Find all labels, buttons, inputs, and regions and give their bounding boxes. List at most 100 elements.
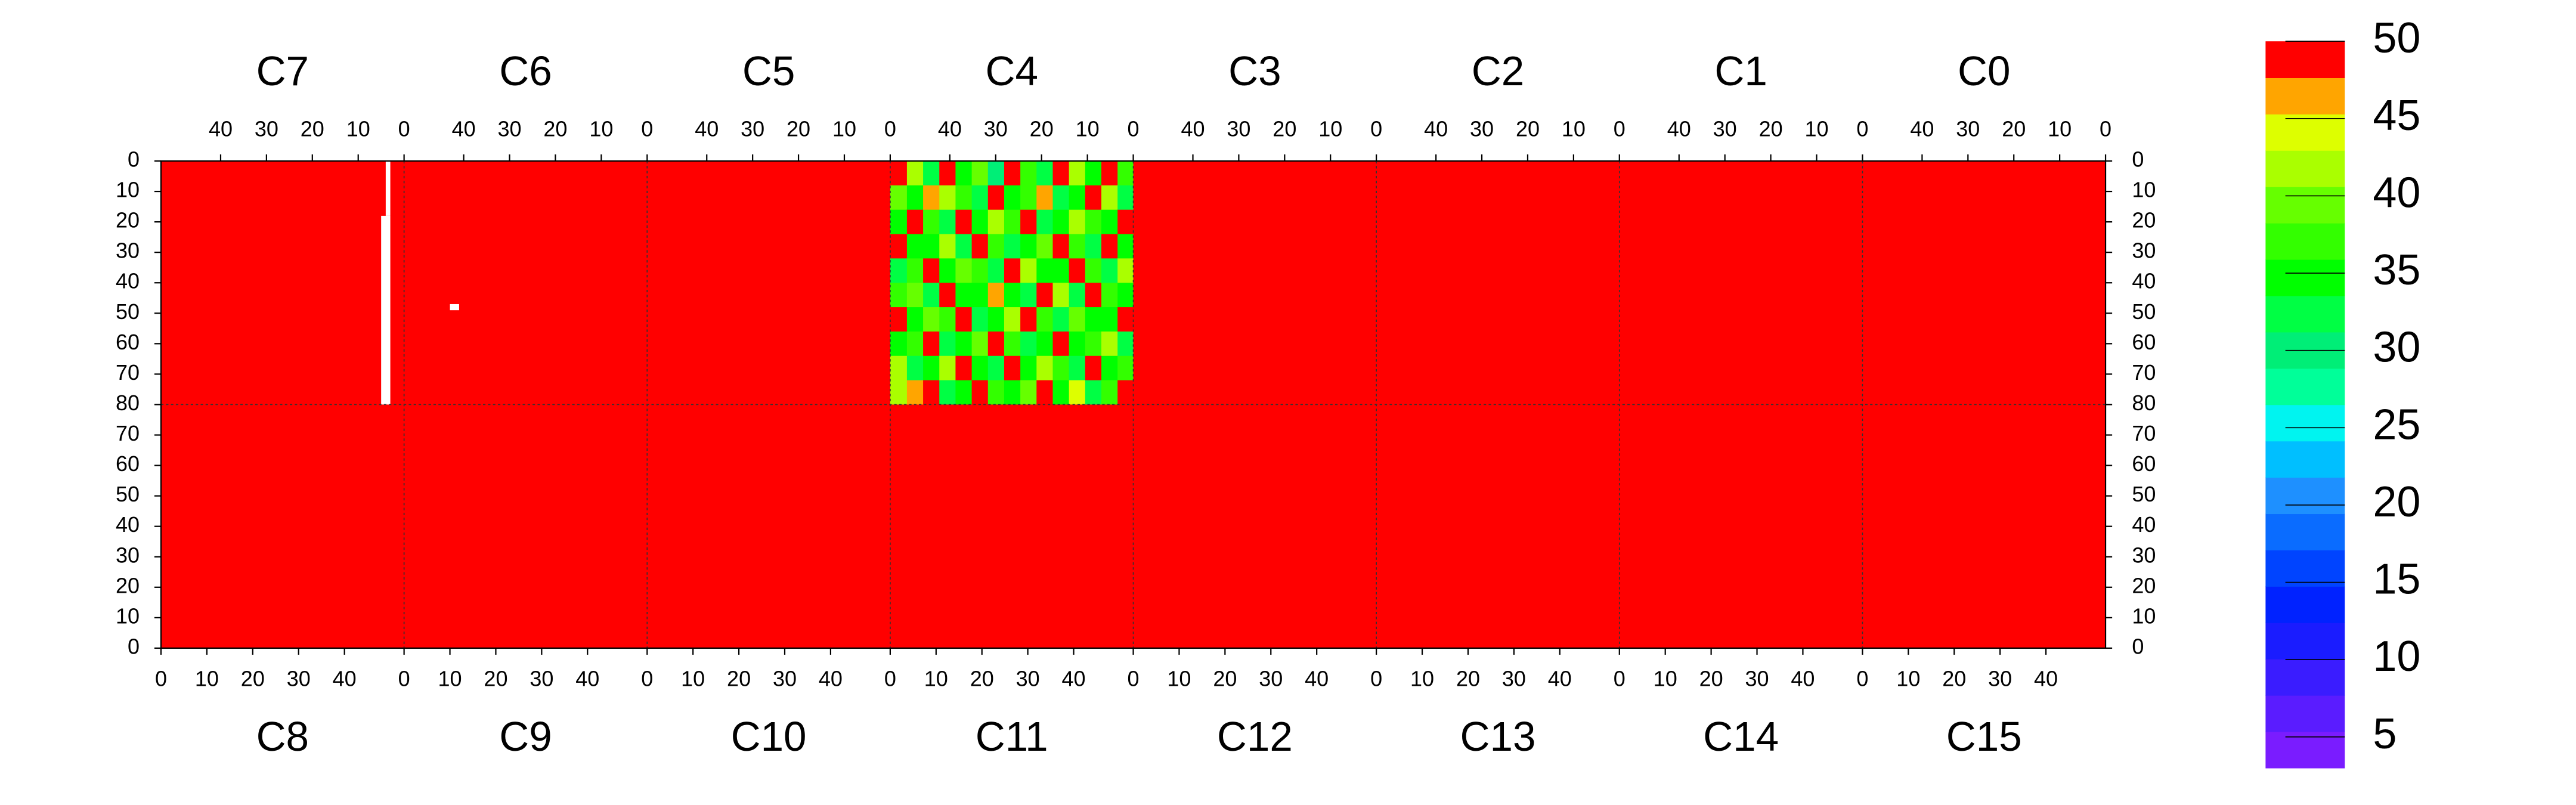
colorbar-band bbox=[2265, 731, 2345, 769]
heat-cell bbox=[1084, 283, 1102, 308]
heat-cell bbox=[987, 209, 1004, 235]
chip-label: C3 bbox=[1228, 48, 1281, 94]
heat-cell bbox=[939, 234, 956, 259]
y-tick-label: 60 bbox=[116, 451, 140, 476]
colorbar-tick-label: 35 bbox=[2373, 246, 2420, 294]
colorbar-band bbox=[2265, 658, 2345, 696]
heat-cell bbox=[1004, 307, 1021, 332]
heat-cell bbox=[1117, 380, 1134, 405]
heat-cell bbox=[1101, 307, 1118, 332]
heat-cell bbox=[922, 355, 940, 381]
y-tick-label: 60 bbox=[116, 330, 140, 354]
chip-label: C8 bbox=[256, 713, 309, 760]
chip-label: C6 bbox=[499, 48, 552, 94]
heat-cell bbox=[890, 283, 907, 308]
y-tick-label: 20 bbox=[116, 573, 140, 597]
heat-cell bbox=[1084, 234, 1102, 259]
x-tick-label: 40 bbox=[695, 116, 719, 141]
heat-cell bbox=[1068, 161, 1085, 186]
heat-cell bbox=[987, 331, 1004, 357]
colorbar-tick-label: 45 bbox=[2373, 92, 2420, 140]
heat-cell bbox=[955, 355, 972, 381]
colorbar-tick-label: 50 bbox=[2373, 14, 2420, 62]
y-tick-label: 10 bbox=[116, 178, 140, 202]
y-tick-label: 20 bbox=[116, 208, 140, 233]
colorbar-band bbox=[2265, 114, 2345, 151]
heat-cell bbox=[1101, 355, 1118, 381]
heat-cell bbox=[1020, 234, 1037, 259]
x-tick-label: 20 bbox=[301, 116, 324, 141]
heat-cell bbox=[1052, 355, 1069, 381]
heat-cell bbox=[1084, 380, 1102, 405]
heat-cell bbox=[1004, 258, 1021, 284]
x-tick-label: 30 bbox=[1016, 666, 1040, 691]
heat-cell bbox=[890, 209, 907, 235]
heat-cell bbox=[1052, 331, 1069, 357]
y-tick-label: 0 bbox=[2132, 634, 2144, 658]
colorbar-band bbox=[2265, 78, 2345, 114]
heat-cell bbox=[922, 380, 940, 405]
x-tick-label: 20 bbox=[787, 116, 810, 141]
y-tick-label: 30 bbox=[116, 543, 140, 567]
heat-cell bbox=[906, 185, 924, 210]
heat-cell bbox=[1117, 161, 1134, 186]
heat-cell bbox=[1862, 161, 2106, 405]
heat-cell bbox=[1052, 185, 1069, 210]
heat-cell bbox=[1052, 307, 1069, 332]
x-tick-label: 30 bbox=[1745, 666, 1769, 691]
x-tick-label: 40 bbox=[1791, 666, 1815, 691]
x-tick-label: 30 bbox=[741, 116, 764, 141]
heat-cell bbox=[1117, 185, 1134, 210]
heat-cell bbox=[1101, 258, 1118, 284]
heat-cell bbox=[1020, 185, 1037, 210]
heat-cell bbox=[1004, 209, 1021, 235]
y-tick-label: 40 bbox=[116, 269, 140, 293]
x-tick-label: 0 bbox=[1128, 666, 1140, 691]
heat-cell bbox=[890, 258, 907, 284]
y-tick-label: 70 bbox=[2132, 421, 2156, 445]
colorbar-band bbox=[2265, 186, 2345, 224]
x-tick-label: 40 bbox=[938, 116, 962, 141]
heat-cell bbox=[955, 161, 972, 186]
heat-cell bbox=[971, 185, 988, 210]
heat-cell bbox=[1376, 161, 1620, 405]
x-tick-label: 0 bbox=[398, 666, 410, 691]
heat-cell bbox=[1133, 161, 1377, 405]
x-tick-label: 40 bbox=[1548, 666, 1572, 691]
heat-cell bbox=[1004, 355, 1021, 381]
x-tick-label: 20 bbox=[2002, 116, 2026, 141]
x-tick-label: 0 bbox=[641, 116, 653, 141]
heat-cell bbox=[906, 258, 924, 284]
x-tick-label: 10 bbox=[589, 116, 613, 141]
heat-cell bbox=[1619, 161, 1863, 405]
heat-cell bbox=[1052, 234, 1069, 259]
heat-cell bbox=[922, 234, 940, 259]
colorbar-tick-label: 15 bbox=[2373, 556, 2420, 603]
y-tick-label: 20 bbox=[2132, 208, 2156, 233]
heat-cell bbox=[1117, 307, 1134, 332]
heat-cell bbox=[1117, 331, 1134, 357]
heat-cell bbox=[1084, 307, 1102, 332]
heat-cell bbox=[647, 161, 891, 405]
y-tick-label: 50 bbox=[116, 299, 140, 324]
heat-cell bbox=[971, 209, 988, 235]
heat-cell bbox=[890, 404, 1134, 649]
heat-cell bbox=[1036, 331, 1053, 357]
y-tick-label: 80 bbox=[2132, 391, 2156, 415]
heat-cell bbox=[987, 234, 1004, 259]
y-tick-label: 30 bbox=[2132, 239, 2156, 263]
y-tick-label: 10 bbox=[2132, 603, 2156, 628]
heat-cell bbox=[404, 161, 648, 405]
y-tick-label: 40 bbox=[2132, 269, 2156, 293]
y-tick-label: 70 bbox=[2132, 360, 2156, 385]
heat-cell bbox=[1004, 331, 1021, 357]
chip-label: C1 bbox=[1714, 48, 1767, 94]
heat-cell bbox=[1084, 258, 1102, 284]
heat-cell bbox=[971, 355, 988, 381]
heat-cell bbox=[1036, 283, 1053, 308]
heat-cell bbox=[922, 209, 940, 235]
heat-cell bbox=[987, 185, 1004, 210]
x-tick-label: 10 bbox=[1896, 666, 1920, 691]
heat-cell bbox=[1004, 161, 1021, 186]
heat-cell bbox=[922, 307, 940, 332]
